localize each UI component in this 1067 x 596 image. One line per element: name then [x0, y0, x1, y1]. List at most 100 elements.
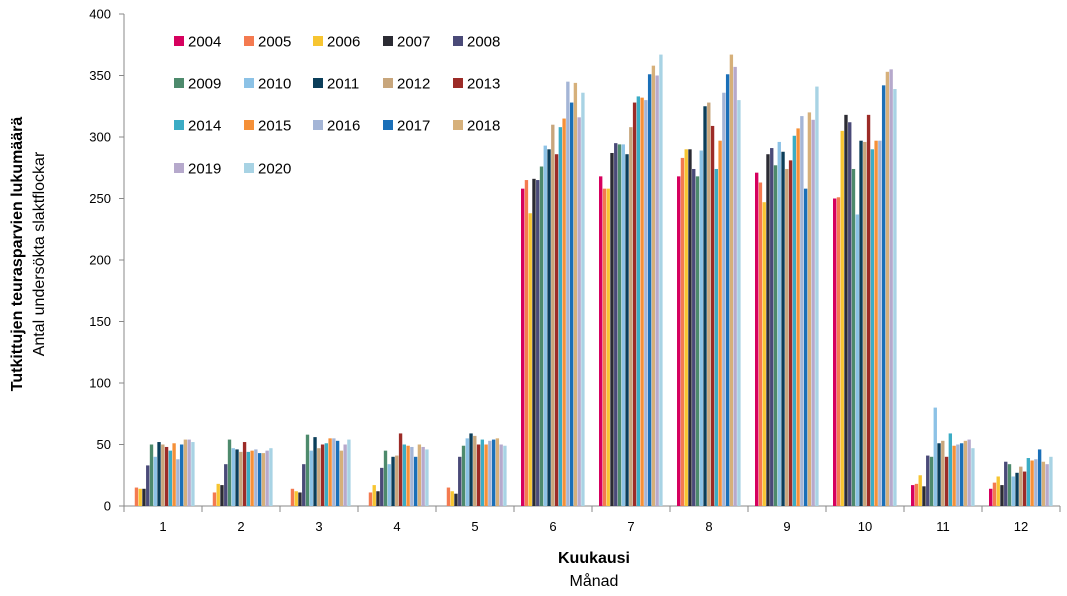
legend-label-2015: 2015 [258, 118, 291, 135]
bar-2012-month-11 [941, 440, 945, 506]
legend-label-2016: 2016 [327, 118, 360, 135]
legend-swatch-2008 [453, 36, 463, 46]
bar-2009-month-3 [305, 434, 310, 506]
x-tick-label: 1 [159, 519, 166, 534]
bar-2016-month-9 [800, 116, 804, 506]
bar-2008-month-10 [848, 122, 852, 507]
bar-2018-month-5 [495, 438, 500, 506]
bar-2020-month-2 [269, 448, 273, 506]
bar-2013-month-11 [944, 456, 949, 506]
bar-2019-month-1 [187, 439, 191, 506]
legend-label-2020: 2020 [258, 161, 291, 178]
bar-2018-month-12 [1041, 461, 1046, 506]
bar-2011-month-9 [781, 151, 785, 506]
bar-2017-month-2 [257, 453, 262, 506]
bar-2013-month-3 [320, 444, 325, 506]
bar-2015-month-8 [718, 140, 722, 506]
bar-2008-month-4 [380, 467, 384, 506]
bar-2019-month-9 [811, 119, 815, 506]
bar-2009-month-12 [1007, 464, 1012, 506]
bar-2011-month-5 [469, 433, 473, 506]
bar-2014-month-5 [480, 439, 485, 506]
bar-2016-month-7 [644, 100, 648, 506]
bar-2013-month-7 [632, 102, 637, 506]
x-ticks: 1 2 3 4 5 6 7 8 9 10 11 12 [123, 506, 1061, 534]
bar-2004-month-8 [677, 176, 681, 507]
bar-2015-month-7 [640, 97, 644, 506]
legend-label-2018: 2018 [467, 118, 500, 135]
bar-2009-month-9 [773, 165, 778, 507]
bar-2017-month-3 [335, 440, 340, 506]
x-tick-label: 11 [936, 519, 950, 534]
bar-2013-month-2 [242, 442, 247, 506]
bar-2011-month-2 [235, 449, 239, 506]
legend-swatch-2015 [244, 120, 254, 130]
bar-2005-month-5 [446, 487, 451, 506]
legend-label-2008: 2008 [467, 34, 500, 51]
bar-2006-month-1 [138, 488, 142, 506]
bar-2013-month-8 [710, 125, 715, 507]
bar-2010-month-9 [777, 141, 781, 507]
x-tick-label: 6 [549, 519, 556, 534]
bar-2014-month-11 [948, 433, 953, 506]
x-tick-label: 8 [705, 519, 712, 534]
bar-2005-month-10 [836, 197, 841, 506]
y-tick-label: 0 [104, 499, 111, 514]
bar-2019-month-8 [733, 66, 737, 506]
bar-2015-month-1 [172, 443, 176, 506]
legend-label-2006: 2006 [327, 34, 360, 51]
bar-2016-month-2 [254, 449, 258, 506]
bar-2007-month-7 [610, 152, 614, 507]
bar-2017-month-1 [179, 444, 184, 506]
bar-2007-month-9 [766, 154, 770, 506]
y-tick-label: 200 [89, 253, 111, 268]
bar-2007-month-12 [1000, 485, 1004, 506]
bar-2009-month-4 [383, 450, 388, 506]
legend-label-2011: 2011 [327, 76, 359, 93]
bar-2014-month-4 [402, 444, 407, 506]
x-axis-title: Kuukausi [558, 550, 630, 567]
bars [134, 54, 1053, 507]
bar-2018-month-7 [651, 65, 656, 506]
bar-2012-month-2 [239, 451, 243, 506]
bar-2007-month-5 [454, 493, 458, 506]
y-tick-label: 250 [89, 191, 111, 206]
bar-2006-month-4 [372, 485, 376, 506]
bar-2014-month-9 [792, 135, 797, 506]
bar-2020-month-7 [659, 54, 663, 507]
bar-2011-month-10 [859, 140, 863, 506]
bar-2011-month-4 [391, 456, 395, 506]
bar-2018-month-6 [573, 82, 578, 506]
bar-2020-month-6 [581, 92, 585, 506]
bar-2014-month-2 [246, 451, 251, 506]
bar-2014-month-12 [1026, 458, 1031, 506]
legend-swatch-2007 [383, 36, 393, 46]
legend-swatch-2013 [453, 78, 463, 88]
bar-2020-month-10 [893, 89, 897, 506]
bar-2010-month-5 [465, 438, 469, 506]
bar-2010-month-10 [855, 214, 859, 507]
bar-2009-month-5 [461, 445, 466, 506]
bar-2020-month-8 [737, 100, 741, 506]
legend-swatch-2004 [174, 36, 184, 46]
bar-2011-month-7 [625, 154, 629, 506]
legend-label-2010: 2010 [258, 76, 291, 93]
bar-2008-month-7 [614, 143, 618, 506]
bar-2017-month-10 [881, 85, 886, 506]
bar-2008-month-12 [1004, 461, 1008, 506]
bar-2015-month-5 [484, 444, 488, 506]
bar-2005-month-3 [290, 488, 295, 506]
bar-2013-month-9 [788, 160, 793, 506]
bar-2020-month-3 [347, 439, 351, 506]
legend-label-2012: 2012 [397, 76, 430, 93]
bar-2016-month-1 [176, 459, 180, 506]
bar-2004-month-10 [833, 198, 837, 506]
bar-2016-month-3 [332, 438, 336, 506]
bar-2010-month-11 [933, 407, 937, 506]
x-tick-label: 5 [471, 519, 478, 534]
bar-2007-month-4 [376, 491, 380, 506]
bar-2016-month-11 [956, 444, 960, 506]
x-tick-label: 4 [393, 519, 400, 534]
bar-2012-month-1 [161, 444, 165, 506]
bar-2015-month-4 [406, 445, 410, 506]
